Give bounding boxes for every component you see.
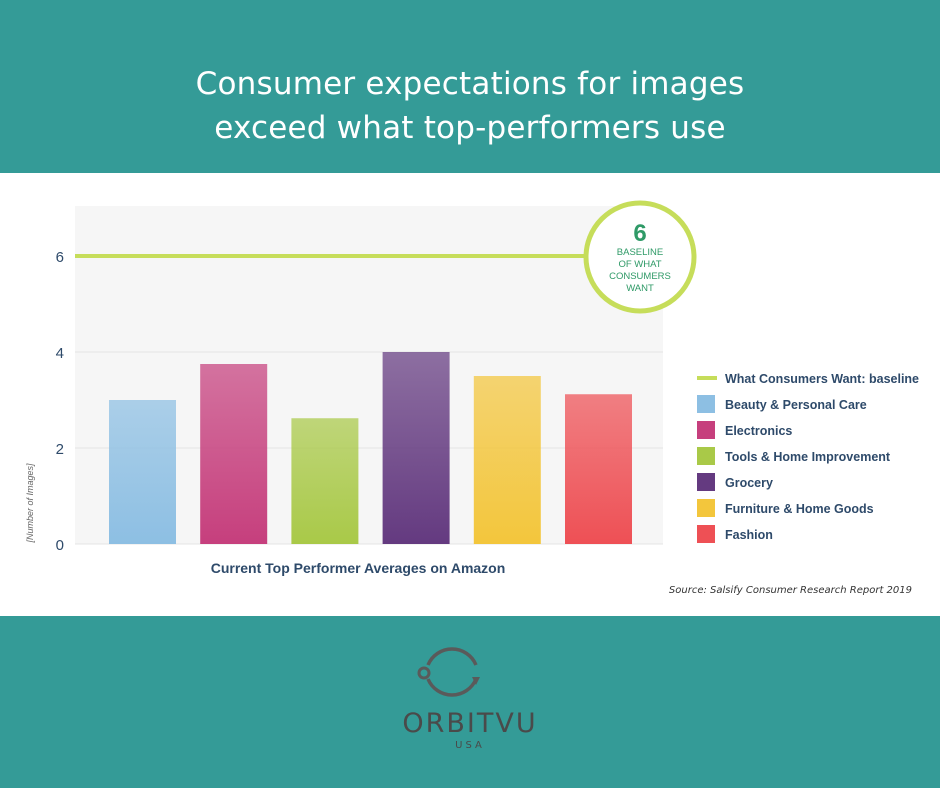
y-tick-label: 4 [56, 345, 64, 362]
page-title: Consumer expectations for images exceed … [0, 62, 940, 150]
y-axis-label: [Number of Images] [25, 463, 35, 544]
legend-swatch-3 [697, 447, 715, 465]
bar-5 [473, 376, 541, 544]
legend-swatch-6 [697, 525, 715, 543]
y-tick-label: 0 [56, 537, 64, 554]
baseline-badge-text: CONSUMERS [609, 271, 671, 282]
header-band [0, 0, 940, 173]
x-axis-label: Current Top Performer Averages on Amazon [211, 560, 506, 576]
legend-swatch-4 [697, 473, 715, 491]
orbitvu-logo-mark [417, 647, 480, 697]
legend-label-3: Tools & Home Improvement [725, 450, 891, 464]
baseline-badge-text: BASELINE [617, 247, 663, 258]
title-line-1: Consumer expectations for images [195, 66, 745, 102]
bar-3 [291, 418, 359, 544]
baseline-badge-text: OF WHAT [618, 259, 661, 270]
title-line-2: exceed what top-performers use [214, 110, 726, 146]
logo-wordmark: ORBITVU [402, 708, 538, 739]
legend-label-6: Fashion [725, 528, 773, 542]
legend-swatch-2 [697, 421, 715, 439]
bar-1 [109, 400, 176, 544]
baseline-badge [583, 200, 697, 314]
legend-swatch-5 [697, 499, 715, 517]
legend-swatch-1 [697, 395, 715, 413]
y-tick-label: 2 [56, 441, 64, 458]
legend-label-5: Furniture & Home Goods [725, 502, 874, 516]
bar-2 [200, 364, 268, 544]
baseline-badge-text: WANT [626, 283, 654, 294]
legend-label-4: Grocery [725, 476, 773, 490]
y-tick-label: 6 [56, 249, 64, 266]
legend-label-baseline: What Consumers Want: baseline [725, 372, 919, 386]
bar-4 [382, 352, 450, 544]
legend-label-2: Electronics [725, 424, 792, 438]
legend-label-1: Beauty & Personal Care [725, 398, 867, 412]
baseline-badge-value: 6 [633, 220, 646, 247]
logo-subtitle: USA [455, 740, 485, 751]
footer-band [0, 616, 940, 788]
bar-6 [565, 394, 632, 544]
source-note: Source: Salsify Consumer Research Report… [668, 585, 912, 596]
